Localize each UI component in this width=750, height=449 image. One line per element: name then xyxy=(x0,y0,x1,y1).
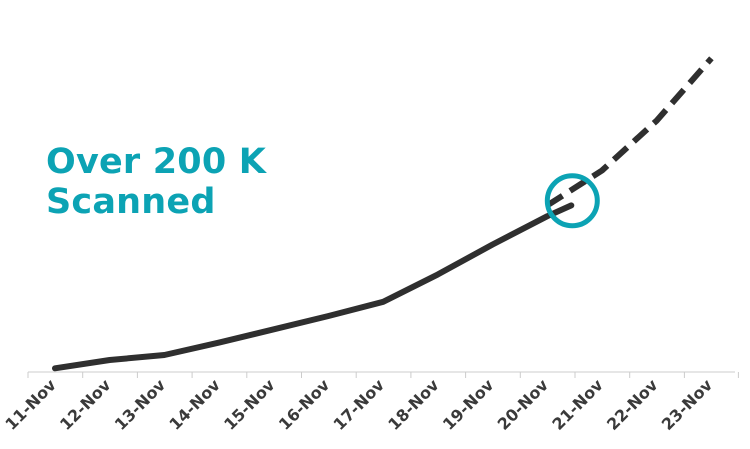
annotation-line-2: Scanned xyxy=(46,182,216,223)
x-tick-label-21-nov: 21-Nov xyxy=(548,375,607,434)
x-tick-label-12-nov: 12-Nov xyxy=(56,375,115,434)
x-tick-label-17-nov: 17-Nov xyxy=(330,375,389,434)
series-group xyxy=(52,56,714,372)
x-tick-label-11-nov: 11-Nov xyxy=(1,375,60,434)
x-tick-label-13-nov: 13-Nov xyxy=(111,375,170,434)
highlight-circle xyxy=(544,173,600,229)
x-tick-label-19-nov: 19-Nov xyxy=(439,375,498,434)
x-tick-label-18-nov: 18-Nov xyxy=(384,375,443,434)
series-line-solid xyxy=(52,202,575,372)
scanned-annotation: Over 200 K Scanned xyxy=(46,142,266,223)
x-tick-label-14-nov: 14-Nov xyxy=(165,375,224,434)
x-tick-label-22-nov: 22-Nov xyxy=(603,375,662,434)
x-tick-label-20-nov: 20-Nov xyxy=(494,375,553,434)
x-axis: 11-Nov12-Nov13-Nov14-Nov15-Nov16-Nov17-N… xyxy=(1,371,739,434)
x-tick-label-15-nov: 15-Nov xyxy=(220,375,279,434)
x-tick-label-23-nov: 23-Nov xyxy=(658,375,717,434)
annotation-line-1: Over 200 K xyxy=(46,142,267,182)
highlight-group xyxy=(544,173,600,229)
x-tick-label-16-nov: 16-Nov xyxy=(275,375,334,434)
series-line-dashed xyxy=(545,56,714,208)
